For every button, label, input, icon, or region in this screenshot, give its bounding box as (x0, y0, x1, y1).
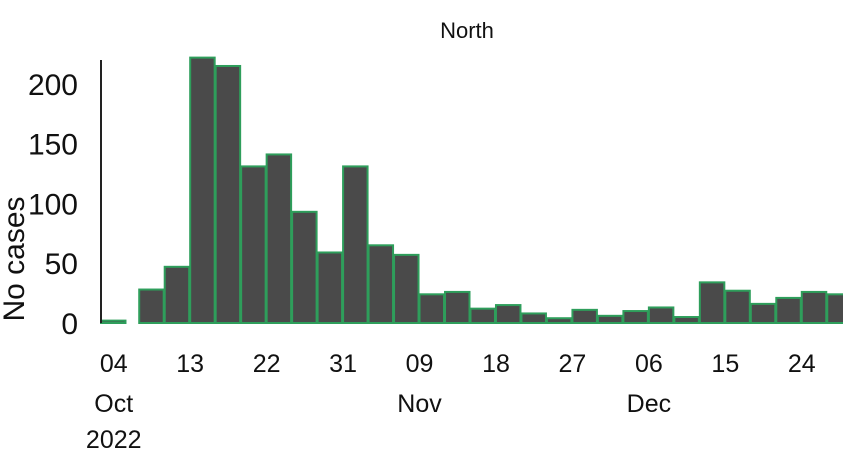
bar (494, 304, 522, 325)
x-tick-month: Dec (627, 390, 671, 418)
x-tick-day: 18 (482, 350, 510, 378)
y-tick-label: 200 (28, 69, 78, 102)
bar (469, 307, 496, 324)
y-axis-label: No cases (0, 196, 31, 321)
bar (444, 290, 471, 325)
bar (291, 210, 318, 325)
bar (647, 306, 675, 324)
x-tick-day: 24 (788, 350, 816, 378)
y-tick-label: 0 (61, 308, 78, 341)
x-tick-month: Oct (94, 390, 133, 418)
x-tick-day: 09 (406, 350, 434, 378)
bar (571, 308, 598, 325)
bar (100, 319, 127, 324)
bars-group (100, 56, 843, 325)
y-axis-ticks: 0 50 100 150 200 (28, 69, 78, 341)
x-tick-month: Nov (397, 390, 442, 418)
y-tick-label: 50 (45, 248, 78, 281)
x-tick-day: 22 (253, 350, 281, 378)
chart-title: North (440, 18, 494, 43)
x-tick-day: 13 (176, 350, 204, 378)
x-axis-ticks: 04Oct202213223109Nov182706Dec152402Jan20… (86, 350, 816, 454)
bar (698, 281, 726, 325)
bar (240, 165, 267, 324)
bar (342, 165, 369, 324)
bar (189, 56, 216, 325)
y-tick-label: 150 (28, 129, 78, 162)
bar (622, 310, 649, 324)
bar (265, 153, 293, 324)
bar (826, 293, 843, 324)
bar (596, 314, 624, 324)
x-tick-day: 04 (100, 350, 128, 378)
y-tick-label: 100 (28, 188, 78, 221)
bar (138, 288, 165, 324)
bar (367, 244, 395, 324)
bar (163, 265, 191, 324)
bar (520, 312, 547, 325)
bar (800, 290, 828, 325)
bar (214, 64, 242, 324)
bar (775, 296, 802, 324)
bar (749, 302, 777, 324)
x-tick-day: 06 (635, 350, 663, 378)
bar (724, 289, 751, 324)
bar (316, 251, 344, 324)
bar (673, 316, 700, 324)
x-tick-day: 15 (711, 350, 739, 378)
x-tick-year: 2022 (86, 426, 142, 454)
bar (418, 293, 446, 324)
bar (545, 317, 573, 325)
x-tick-day: 27 (559, 350, 587, 378)
bar (393, 253, 420, 324)
x-tick-day: 31 (329, 350, 357, 378)
